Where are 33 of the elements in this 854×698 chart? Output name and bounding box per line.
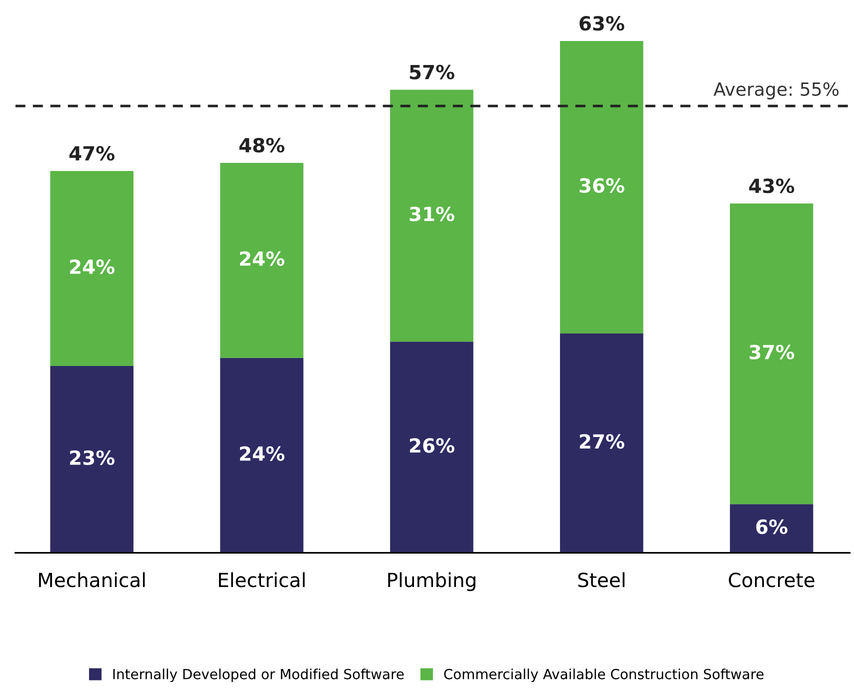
data-label: 6% [756, 519, 788, 534]
data-label: 24% [70, 259, 114, 274]
bar [50, 170, 134, 366]
data-label: 37% [750, 344, 794, 360]
bar [560, 333, 644, 553]
total-label: 43% [749, 178, 794, 194]
data-label: 31% [410, 206, 454, 222]
total-label: 48% [239, 138, 284, 153]
ref-line-label: Average: 55% [714, 82, 839, 100]
x-tick-label: Steel [578, 572, 624, 588]
bar [390, 342, 474, 553]
data-label: 26% [410, 438, 454, 453]
x-tick-label: Mechanical [39, 572, 145, 588]
bar [220, 162, 304, 358]
data-label: 24% [240, 251, 284, 266]
x-tick-label: Electrical [218, 572, 305, 588]
bar [560, 40, 644, 334]
total-label: 63% [580, 16, 624, 31]
bar [730, 203, 814, 504]
data-label: 23% [70, 450, 114, 466]
data-label: 24% [240, 446, 284, 461]
bar [730, 504, 814, 553]
data-label: 36% [580, 178, 624, 193]
total-label: 47% [69, 146, 114, 161]
legend-label: Commercially Available Construction Software [444, 668, 764, 682]
data-label: 27% [580, 434, 624, 449]
bar [390, 90, 474, 342]
x-tick-label: Concrete [728, 572, 814, 588]
x-tick-label: Plumbing [388, 572, 476, 592]
bar [220, 358, 304, 553]
legend-label: Internally Developed or Modified Software [113, 668, 404, 682]
total-label: 57% [410, 64, 454, 80]
bar [50, 366, 134, 553]
